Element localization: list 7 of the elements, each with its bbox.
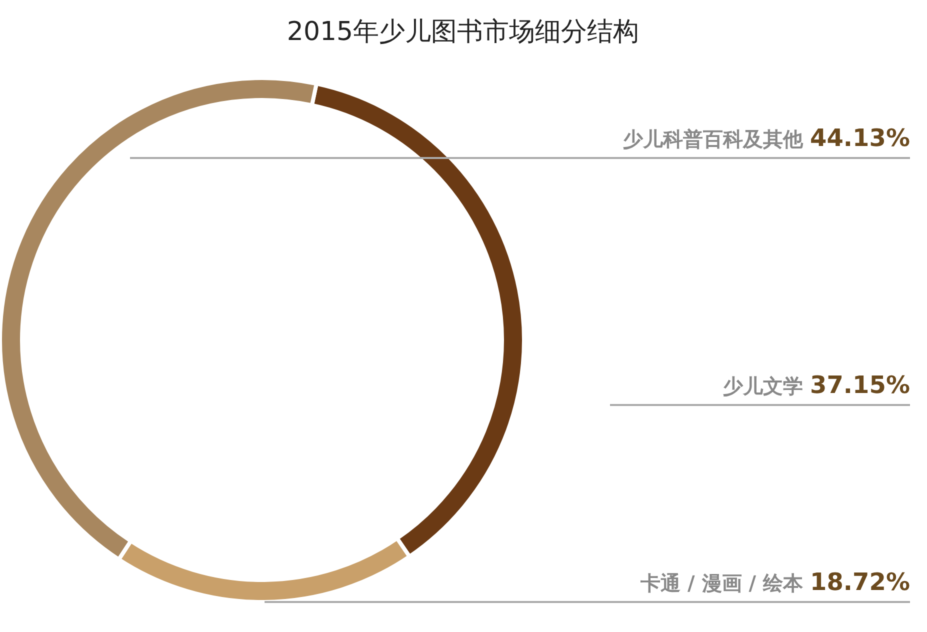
slice-label: 少儿科普百科及其他 — [623, 127, 810, 151]
data-label: 44.13% — [810, 124, 910, 152]
data-label: 37.15% — [810, 371, 910, 399]
slice-label: 卡通 / 漫画 / 绘本 — [640, 570, 810, 595]
chart-title: 2015年少儿图书市场细分结构 — [286, 17, 640, 47]
slice-label: 少儿文学 — [723, 374, 810, 398]
data-label: 18.72% — [810, 568, 910, 596]
